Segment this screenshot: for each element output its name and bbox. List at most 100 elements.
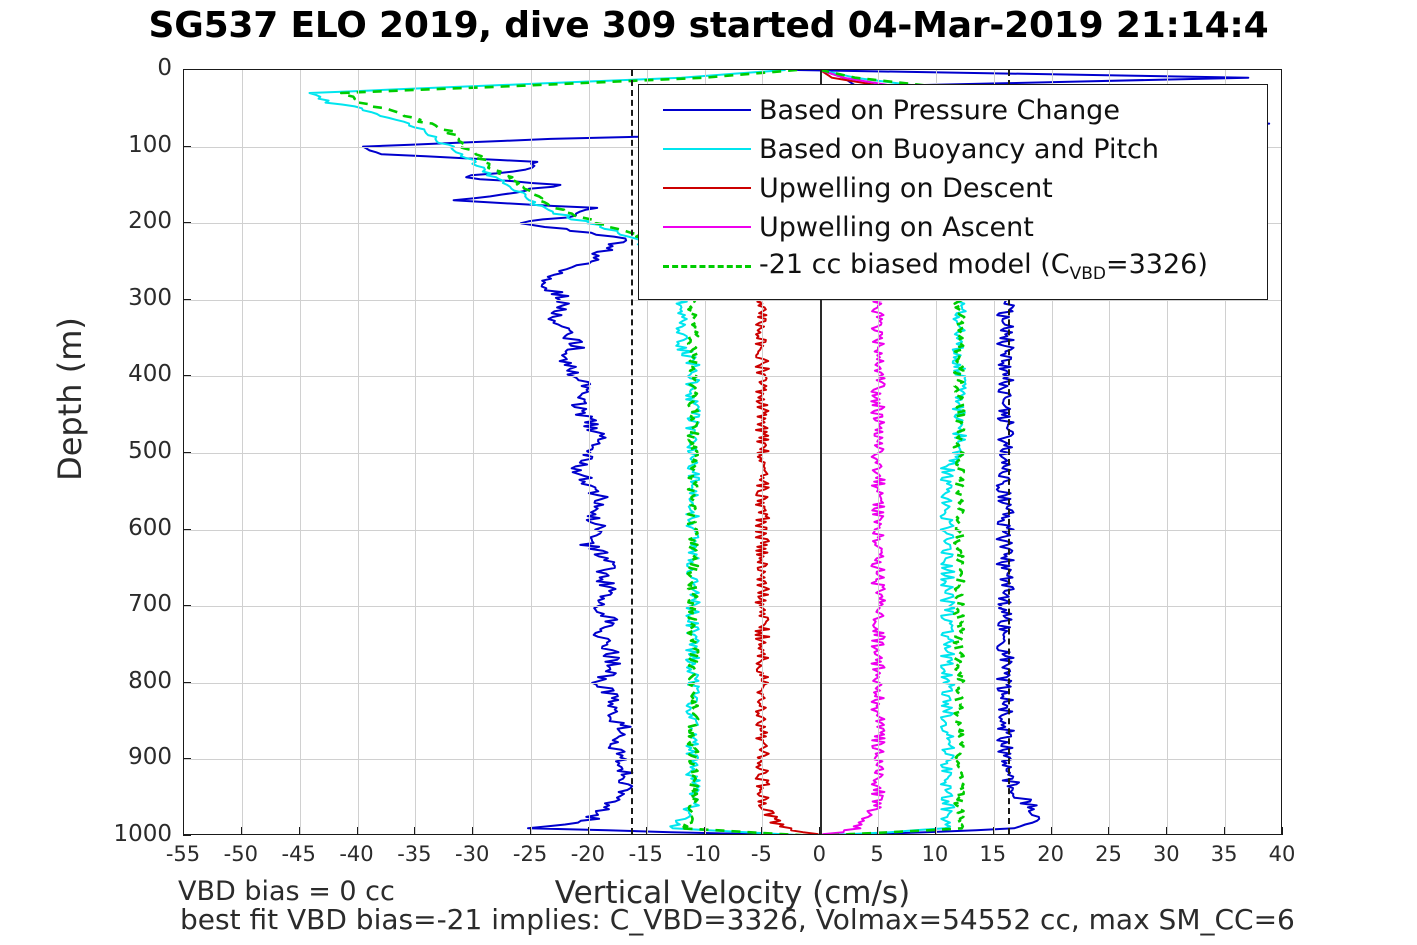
x-axis-title: Vertical Velocity (cm/s) bbox=[554, 875, 911, 911]
reference-dashed-line bbox=[630, 70, 633, 834]
x-axis-tick-label: -35 bbox=[397, 842, 432, 866]
y-axis-tick bbox=[183, 758, 191, 760]
gridline-vertical bbox=[704, 70, 706, 834]
x-axis-tick-label: 0 bbox=[812, 842, 826, 866]
figure-title: SG537 ELO 2019, dive 309 started 04-Mar-… bbox=[148, 5, 1269, 46]
y-axis-tick-label: 1000 bbox=[113, 821, 172, 847]
gridline-vertical bbox=[241, 70, 243, 834]
y-axis-tick-label: 600 bbox=[128, 514, 172, 541]
x-axis-tick-label: 30 bbox=[1152, 842, 1180, 866]
legend-item[interactable]: Upwelling on Ascent bbox=[639, 208, 1267, 247]
reference-dashed-line bbox=[1007, 70, 1010, 834]
x-axis-tick bbox=[183, 827, 184, 835]
best-fit-note: best fit VBD bias=-21 implies: C_VBD=332… bbox=[180, 903, 1295, 936]
y-axis-tick bbox=[183, 835, 191, 836]
x-axis-tick-label: -45 bbox=[281, 842, 316, 866]
y-axis-tick bbox=[183, 605, 191, 607]
x-axis-tick-label: 35 bbox=[1210, 842, 1238, 866]
legend-item-label: Based on Buoyancy and Pitch bbox=[759, 134, 1159, 165]
y-axis-tick bbox=[183, 69, 191, 70]
x-axis-tick bbox=[1224, 827, 1226, 835]
x-axis-tick bbox=[1108, 827, 1110, 835]
legend-line-swatch bbox=[655, 91, 759, 130]
x-axis-tick bbox=[703, 827, 705, 835]
x-axis-tick-label: -20 bbox=[570, 842, 606, 866]
y-axis-tick-label: 900 bbox=[128, 744, 172, 771]
zero-reference-line bbox=[820, 70, 822, 834]
y-axis-tick-label: 400 bbox=[128, 361, 172, 388]
x-axis-tick-label: 15 bbox=[979, 842, 1007, 866]
y-axis-tick-label: 200 bbox=[128, 208, 172, 235]
y-axis-tick bbox=[183, 375, 191, 377]
y-axis-tick bbox=[183, 222, 191, 224]
x-axis-tick-label: -40 bbox=[339, 842, 374, 866]
x-axis-tick bbox=[1050, 827, 1052, 835]
y-axis-tick bbox=[183, 298, 191, 300]
x-axis-tick bbox=[819, 827, 821, 835]
legend-item[interactable]: Based on Buoyancy and Pitch bbox=[639, 130, 1267, 169]
x-axis-tick bbox=[1282, 827, 1283, 835]
legend-item-label: -21 cc biased model (CVBD=3326) bbox=[759, 248, 1208, 284]
x-axis-tick-label: -30 bbox=[455, 842, 490, 866]
gridline-horizontal bbox=[184, 376, 1281, 378]
x-axis-tick bbox=[472, 827, 474, 835]
x-axis-tick-label: 40 bbox=[1268, 842, 1296, 866]
x-axis-tick-label: -50 bbox=[223, 842, 258, 866]
y-axis-title: Depth (m) bbox=[51, 317, 89, 481]
y-axis-tick-label: 500 bbox=[128, 438, 172, 464]
legend-line-swatch bbox=[655, 130, 759, 169]
gridline-vertical bbox=[1109, 70, 1111, 834]
x-axis-tick bbox=[240, 827, 242, 835]
gridline-vertical bbox=[588, 70, 590, 834]
legend-item[interactable]: Upwelling on Descent bbox=[639, 169, 1267, 208]
legend-line-swatch bbox=[655, 208, 759, 247]
vbd-bias-note: VBD bias = 0 cc bbox=[178, 876, 395, 907]
x-axis-tick bbox=[414, 827, 416, 835]
legend-item[interactable]: -21 cc biased model (CVBD=3326) bbox=[639, 247, 1267, 286]
y-axis-tick-label: 0 bbox=[157, 55, 172, 81]
legend-box[interactable]: Based on Pressure Change Based on Buoyanc… bbox=[638, 84, 1268, 300]
y-axis-tick-label: 300 bbox=[128, 284, 172, 311]
gridline-horizontal bbox=[184, 299, 1281, 301]
legend-label-subscript: VBD bbox=[1069, 263, 1106, 284]
legend-item-label: Based on Pressure Change bbox=[759, 95, 1120, 126]
gridline-horizontal bbox=[184, 606, 1281, 608]
x-axis-tick bbox=[298, 827, 300, 835]
x-axis-tick-label: 10 bbox=[921, 842, 949, 866]
gridline-vertical bbox=[357, 70, 359, 834]
gridline-vertical bbox=[299, 70, 301, 834]
gridline-vertical bbox=[531, 70, 533, 834]
gridline-horizontal bbox=[184, 682, 1281, 684]
legend-item[interactable]: Based on Pressure Change bbox=[639, 91, 1267, 130]
y-axis-tick-label: 700 bbox=[128, 591, 172, 618]
y-axis-tick bbox=[183, 681, 191, 683]
gridline-vertical bbox=[1167, 70, 1169, 834]
x-axis-tick bbox=[530, 827, 532, 835]
x-axis-tick-label: 25 bbox=[1095, 842, 1122, 866]
x-axis-tick-label: -55 bbox=[165, 842, 201, 866]
gridline-vertical bbox=[415, 70, 417, 834]
gridline-vertical bbox=[878, 70, 880, 834]
x-axis-tick bbox=[934, 827, 936, 835]
gridline-horizontal bbox=[184, 759, 1281, 761]
gridline-vertical bbox=[1051, 70, 1053, 834]
x-axis-tick bbox=[587, 827, 589, 835]
x-axis-tick-label: -25 bbox=[512, 842, 548, 866]
x-axis-tick bbox=[877, 827, 879, 835]
y-axis-tick-label: 100 bbox=[128, 131, 172, 158]
legend-item-label: Upwelling on Descent bbox=[759, 173, 1053, 204]
gridline-vertical bbox=[473, 70, 475, 834]
x-axis-tick bbox=[761, 827, 763, 835]
gridline-vertical bbox=[646, 70, 648, 834]
x-axis-tick-label: 20 bbox=[1037, 842, 1064, 866]
x-axis-tick-label: -15 bbox=[628, 842, 663, 866]
gridline-horizontal bbox=[184, 453, 1281, 454]
legend-item-label: Upwelling on Ascent bbox=[759, 212, 1034, 243]
y-axis-tick-label: 800 bbox=[128, 667, 172, 694]
legend-line-swatch bbox=[655, 169, 759, 208]
gridline-vertical bbox=[993, 70, 995, 834]
x-axis-tick-label: -5 bbox=[750, 842, 772, 866]
gridline-horizontal bbox=[184, 529, 1281, 531]
x-axis-tick bbox=[356, 827, 358, 835]
